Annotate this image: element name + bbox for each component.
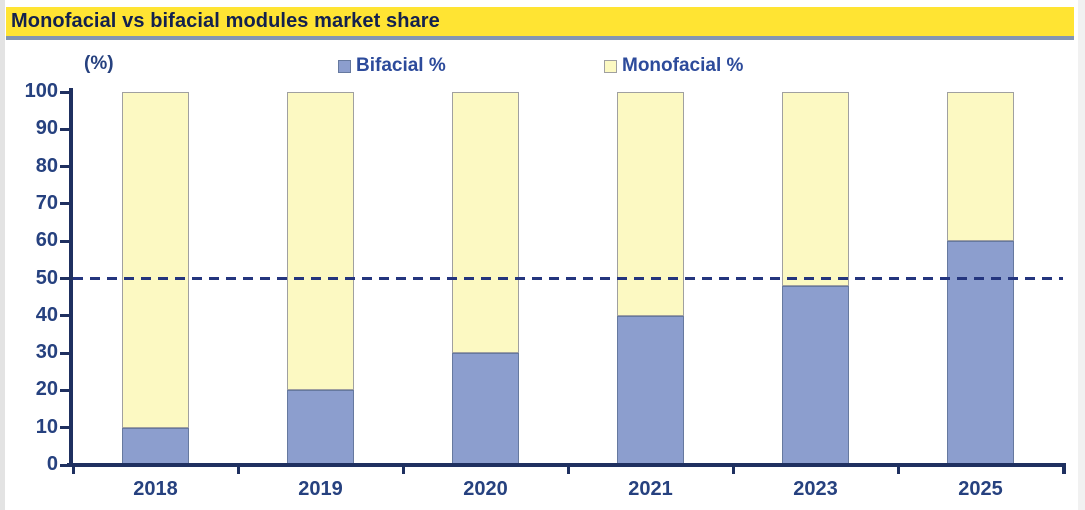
x-axis-tick bbox=[401, 465, 405, 474]
bar-segment-monofacial bbox=[617, 92, 684, 316]
bar-segment-monofacial bbox=[452, 92, 519, 354]
y-axis-label: 90 bbox=[35, 117, 58, 140]
legend-item-monofacial: Monofacial % bbox=[604, 55, 743, 77]
bar-segment-monofacial bbox=[782, 92, 849, 286]
x-axis-end-tick bbox=[1062, 463, 1066, 474]
bar-segment-bifacial bbox=[617, 315, 684, 465]
legend-item-bifacial: Bifacial % bbox=[338, 55, 446, 77]
x-axis-label: 2023 bbox=[793, 478, 838, 500]
x-axis-label: 2019 bbox=[298, 478, 343, 500]
y-axis-label: 20 bbox=[35, 378, 58, 401]
y-axis-label: 40 bbox=[35, 303, 58, 326]
x-axis-tick bbox=[896, 465, 900, 474]
y-axis-tick bbox=[60, 90, 69, 94]
y-axis-label: 50 bbox=[35, 266, 58, 289]
page-edge-right bbox=[1078, 0, 1085, 510]
x-axis-label: 2020 bbox=[463, 478, 508, 500]
legend-swatch-monofacial bbox=[604, 59, 617, 73]
chart-title-bar: Monofacial vs bifacial modules market sh… bbox=[6, 7, 1074, 36]
bar-segment-bifacial bbox=[947, 241, 1014, 465]
y-axis-tick bbox=[60, 388, 69, 392]
legend-swatch-bifacial bbox=[338, 59, 351, 73]
x-axis-tick bbox=[71, 465, 75, 474]
y-axis-tick bbox=[60, 426, 69, 430]
x-axis-label: 2021 bbox=[628, 478, 673, 500]
y-axis-line bbox=[69, 88, 73, 467]
y-axis-tick bbox=[60, 202, 69, 206]
chart-title: Monofacial vs bifacial modules market sh… bbox=[11, 10, 440, 32]
bar-segment-monofacial bbox=[122, 92, 189, 428]
y-axis-tick bbox=[60, 127, 69, 131]
legend-label-bifacial: Bifacial % bbox=[356, 55, 446, 76]
y-axis-tick bbox=[60, 239, 69, 243]
page-edge-left bbox=[0, 0, 5, 510]
bar-segment-bifacial bbox=[782, 285, 849, 465]
bar-segment-bifacial bbox=[287, 390, 354, 465]
y-axis-label: 80 bbox=[35, 154, 58, 177]
y-axis-label: 100 bbox=[24, 80, 58, 102]
x-axis-label: 2025 bbox=[958, 478, 1003, 500]
y-axis-tick bbox=[60, 277, 69, 280]
y-axis-tick bbox=[60, 351, 69, 355]
title-underline-rule bbox=[6, 36, 1074, 40]
x-axis-tick bbox=[566, 465, 570, 474]
y-axis-tick bbox=[60, 463, 69, 467]
y-axis-label: 60 bbox=[35, 229, 58, 252]
y-axis-unit-label: (%) bbox=[84, 53, 114, 74]
y-axis-tick bbox=[60, 314, 69, 318]
reference-line-50pct bbox=[73, 277, 1063, 280]
x-axis-label: 2018 bbox=[133, 478, 178, 500]
x-axis-tick bbox=[731, 465, 735, 474]
y-axis-label: 30 bbox=[35, 341, 58, 364]
y-axis-label: 0 bbox=[46, 453, 58, 475]
bar-segment-bifacial bbox=[452, 353, 519, 465]
y-axis-label: 10 bbox=[35, 415, 58, 438]
legend-label-monofacial: Monofacial % bbox=[622, 55, 744, 76]
y-axis-label: 70 bbox=[35, 191, 58, 214]
bar-segment-monofacial bbox=[287, 92, 354, 391]
bar-segment-monofacial bbox=[947, 92, 1014, 242]
x-axis-tick bbox=[236, 465, 240, 474]
y-axis-tick bbox=[60, 165, 69, 169]
bar-segment-bifacial bbox=[122, 427, 189, 465]
